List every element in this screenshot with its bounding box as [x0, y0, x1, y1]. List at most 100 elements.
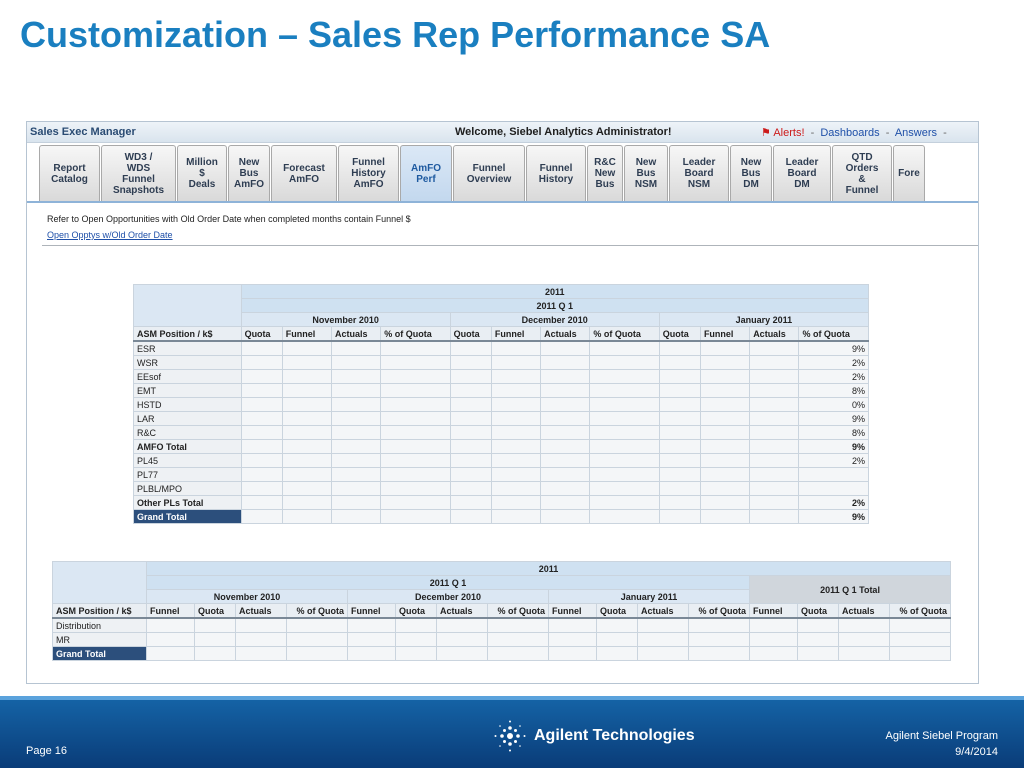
row-label: Grand Total: [133, 509, 242, 524]
data-cell: [637, 646, 689, 661]
data-cell: [395, 617, 437, 633]
data-cell: [540, 411, 591, 426]
top-links: ⚑ Alerts! - Dashboards - Answers -: [761, 126, 950, 139]
data-cell: [490, 383, 542, 398]
tab-fore[interactable]: Fore: [893, 145, 925, 201]
row-label: PL45: [133, 453, 242, 468]
row-label: ESR: [133, 340, 242, 356]
pct-of-quota-cell: 9%: [798, 340, 869, 356]
data-cell: [286, 617, 348, 633]
column-header: Quota: [449, 326, 492, 342]
data-cell: [699, 369, 751, 384]
data-cell: [596, 617, 638, 633]
data-cell: [449, 467, 492, 482]
open-opptys-link[interactable]: Open Opptys w/Old Order Date: [47, 230, 173, 240]
data-cell: [589, 495, 660, 510]
data-cell: [380, 383, 451, 398]
dashboards-link[interactable]: Dashboards: [820, 127, 880, 139]
column-header: Actuals: [235, 603, 287, 619]
data-cell: [548, 617, 597, 633]
data-cell: [589, 369, 660, 384]
data-cell: [281, 467, 333, 482]
tab-leader-board-dm[interactable]: Leader Board DM: [773, 145, 831, 201]
tab-amfo-perf[interactable]: AmFO Perf: [400, 145, 452, 201]
tab-qtd-orders-funnel[interactable]: QTD Orders & Funnel: [832, 145, 892, 201]
data-cell: [240, 355, 283, 370]
data-cell: [699, 355, 751, 370]
data-cell: [749, 425, 800, 440]
data-cell: [395, 632, 437, 647]
data-cell: [540, 425, 591, 440]
data-cell: [331, 397, 382, 412]
data-cell: [331, 495, 382, 510]
tab-r-c-new-bus[interactable]: R&C New Bus: [587, 145, 623, 201]
section-divider: [42, 245, 978, 246]
tab-new-bus-dm[interactable]: New Bus DM: [730, 145, 772, 201]
table-row: HSTD 0%: [133, 397, 869, 412]
table-row: Grand Total: [52, 646, 952, 661]
data-cell: [436, 632, 488, 647]
tab-funnel-history[interactable]: Funnel History: [526, 145, 586, 201]
data-cell: [540, 355, 591, 370]
app-header: Sales Exec Manager Welcome, Siebel Analy…: [27, 122, 978, 143]
data-cell: [658, 425, 701, 440]
row-header-label: ASM Position / k$: [52, 603, 147, 619]
quarter-header: 2011 Q 1: [240, 298, 870, 313]
tab-leader-board-nsm[interactable]: Leader Board NSM: [669, 145, 729, 201]
data-cell: [699, 453, 751, 468]
data-cell: [331, 467, 382, 482]
tab-report-catalog[interactable]: Report Catalog: [39, 145, 100, 201]
data-cell: [749, 355, 800, 370]
data-cell: [240, 453, 283, 468]
data-cell: [540, 369, 591, 384]
column-header: Funnel: [699, 326, 751, 342]
data-cell: [699, 340, 751, 356]
data-cell: [380, 495, 451, 510]
column-header: Actuals: [637, 603, 689, 619]
data-cell: [749, 481, 800, 496]
alerts-link[interactable]: Alerts!: [773, 127, 805, 139]
data-cell: [380, 411, 451, 426]
data-cell: [281, 397, 333, 412]
tab-million-deals[interactable]: Million $ Deals: [177, 145, 227, 201]
month-header: January 2011: [658, 312, 870, 327]
tab-funnel-history-amfo[interactable]: Funnel History AmFO: [338, 145, 399, 201]
column-header: % of Quota: [688, 603, 750, 619]
answers-link[interactable]: Answers: [894, 127, 938, 139]
table-corner: [52, 561, 147, 604]
data-cell: [281, 439, 333, 454]
data-cell: [688, 646, 750, 661]
data-cell: [490, 467, 542, 482]
data-cell: [699, 411, 751, 426]
tab-forecast-amfo[interactable]: Forecast AmFO: [271, 145, 337, 201]
tab-wd3-wds-funnel-snapshots[interactable]: WD3 / WDS Funnel Snapshots: [101, 145, 176, 201]
month-header: December 2010: [347, 589, 549, 604]
data-cell: [194, 617, 236, 633]
table-corner: [133, 284, 242, 327]
data-cell: [240, 495, 283, 510]
data-cell: [235, 646, 287, 661]
tab-funnel-overview[interactable]: Funnel Overview: [453, 145, 525, 201]
data-cell: [240, 467, 283, 482]
data-cell: [240, 383, 283, 398]
data-cell: [380, 397, 451, 412]
row-label: EEsof: [133, 369, 242, 384]
pct-of-quota-cell: 8%: [798, 425, 869, 440]
table-row: Distribution: [52, 617, 952, 633]
tab-new-bus-amfo[interactable]: New Bus AmFO: [228, 145, 270, 201]
data-cell: [240, 411, 283, 426]
data-cell: [596, 646, 638, 661]
data-cell: [699, 439, 751, 454]
data-cell: [281, 355, 333, 370]
row-label: PL77: [133, 467, 242, 482]
data-cell: [347, 617, 396, 633]
data-cell: [487, 632, 549, 647]
data-cell: [490, 411, 542, 426]
column-header: Funnel: [749, 603, 798, 619]
table-row: R&C 8%: [133, 425, 869, 440]
data-cell: [490, 509, 542, 524]
data-cell: [749, 397, 800, 412]
link-separator: -: [943, 127, 947, 139]
tab-new-bus-nsm[interactable]: New Bus NSM: [624, 145, 668, 201]
data-cell: [688, 632, 750, 647]
